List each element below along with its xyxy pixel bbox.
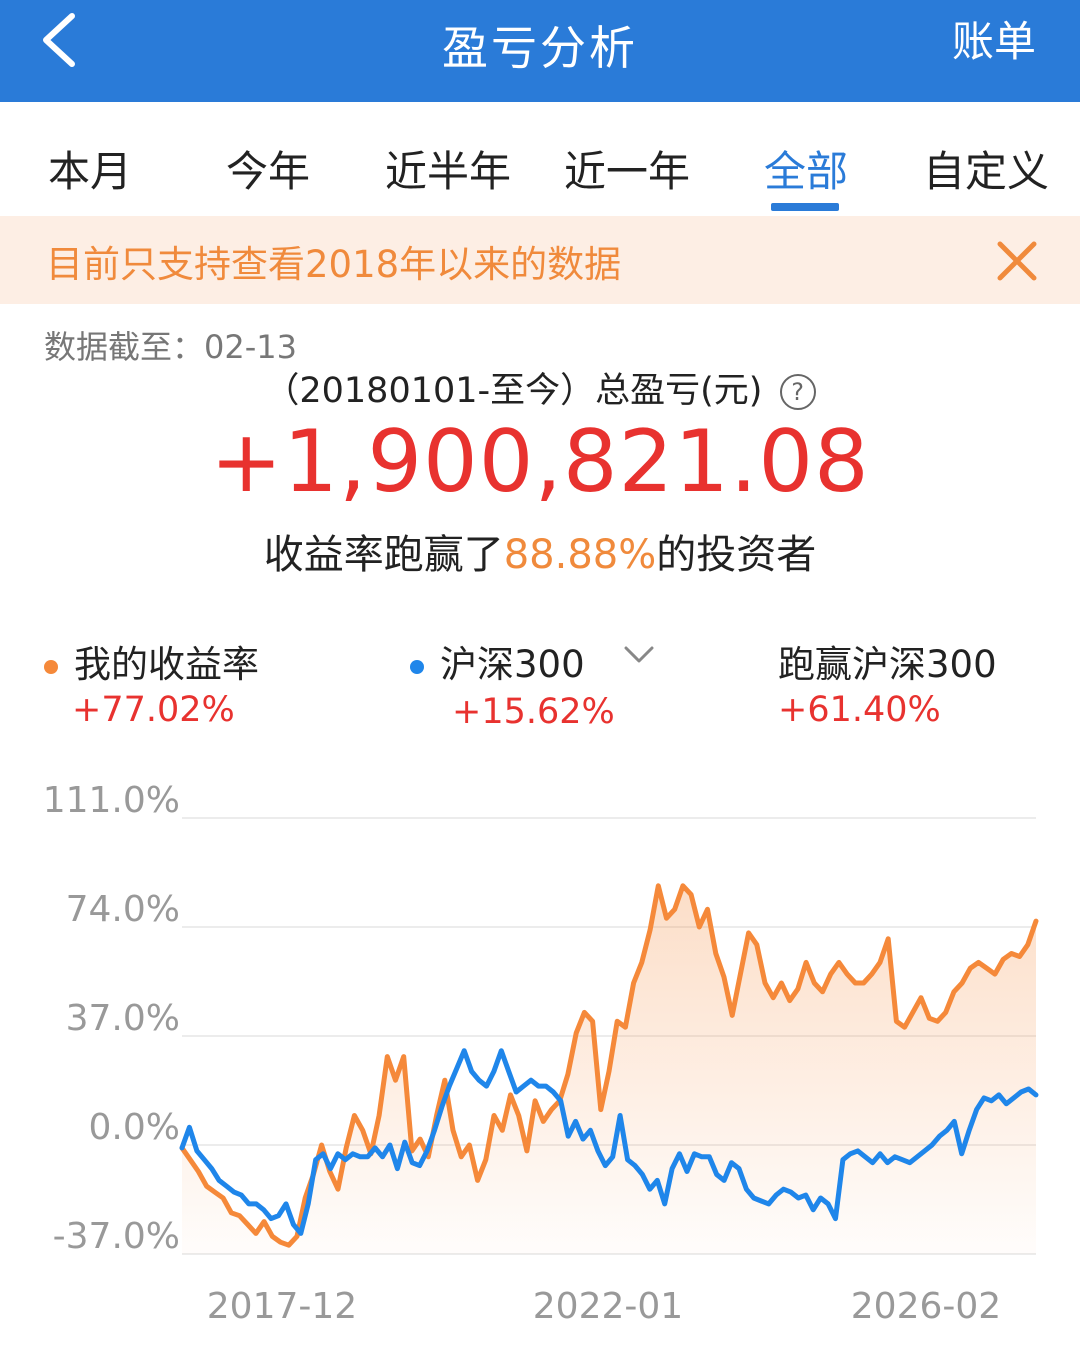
legend-diff: 跑赢沪深300	[778, 634, 997, 688]
beat-investors-text: 收益率跑赢了88.88%的投资者	[0, 522, 1080, 580]
orange-dot-icon	[44, 659, 58, 674]
legend-mine-label: 我的收益率	[74, 643, 259, 686]
total-pnl-label: （20180101-至今）总盈亏(元) ?	[0, 362, 1080, 413]
y-tick-label: -37.0%	[53, 1216, 180, 1257]
legend-mine-value: +77.02%	[72, 690, 235, 730]
x-tick-label: 2017-12	[207, 1286, 357, 1327]
legend-index[interactable]: 沪深300	[410, 634, 585, 688]
chevron-down-icon[interactable]	[620, 640, 658, 670]
tab-custom[interactable]: 自定义	[923, 147, 1050, 196]
tab-one-year[interactable]: 近一年	[564, 147, 691, 196]
beat-percent: 88.88%	[503, 532, 657, 578]
index-return-line	[179, 1048, 1039, 1236]
data-date-value: 02-13	[204, 328, 297, 366]
tab-this-month[interactable]: 本月	[48, 147, 133, 196]
question-circle-icon[interactable]: ?	[779, 374, 816, 410]
legend-mine: 我的收益率	[44, 634, 259, 688]
y-tick-label: 111.0%	[43, 780, 180, 821]
bill-button[interactable]: 账单	[951, 17, 1036, 66]
y-tick-label: 37.0%	[66, 998, 180, 1039]
y-tick-label: 74.0%	[66, 889, 180, 930]
notice-text: 目前只支持查看2018年以来的数据	[46, 243, 622, 286]
close-icon[interactable]	[992, 236, 1042, 286]
x-tick-label: 2026-02	[851, 1286, 1001, 1327]
notice-banner: 目前只支持查看2018年以来的数据	[0, 216, 1080, 304]
active-tab-indicator	[771, 203, 839, 211]
legend-index-label: 沪深300	[440, 643, 585, 686]
total-pnl-label-text: （20180101-至今）总盈亏(元)	[264, 371, 763, 411]
legend-diff-value: +61.40%	[778, 690, 941, 730]
x-tick-label: 2022-01	[533, 1286, 683, 1327]
beat-prefix: 收益率跑赢了	[263, 532, 504, 578]
y-tick-label: 0.0%	[89, 1107, 180, 1148]
page-title: 盈亏分析	[442, 21, 638, 75]
blue-dot-icon	[410, 659, 424, 674]
legend-diff-label: 跑赢沪深300	[778, 643, 997, 686]
top-app-bar: 盈亏分析 账单	[0, 0, 1080, 102]
beat-suffix: 的投资者	[656, 532, 817, 578]
tab-this-year[interactable]: 今年	[226, 147, 311, 196]
chevron-left-icon[interactable]	[30, 8, 100, 78]
return-line-chart[interactable]: 111.0% 74.0% 37.0% 0.0% -37.0% 2017-12 2022-0…	[0, 760, 1080, 1340]
data-date: 数据截至：02-13	[44, 322, 297, 368]
tab-half-year[interactable]: 近半年	[385, 147, 512, 196]
legend-index-value: +15.62%	[452, 692, 615, 732]
tab-all[interactable]: 全部	[764, 147, 849, 196]
data-date-label: 数据截至：	[44, 328, 205, 366]
total-pnl-value: +1,900,821.08	[210, 412, 870, 512]
period-tabs: 本月 今年 近半年 近一年 全部 自定义	[0, 102, 1080, 217]
